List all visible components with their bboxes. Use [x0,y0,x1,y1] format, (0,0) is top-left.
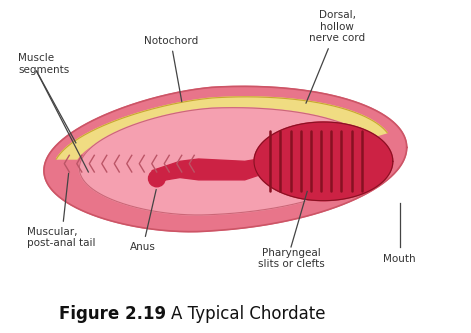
Polygon shape [152,159,259,184]
Text: A Typical Chordate: A Typical Chordate [171,305,325,323]
Polygon shape [79,108,377,215]
Text: Muscular,
post-anal tail: Muscular, post-anal tail [27,173,96,248]
Text: Mouth: Mouth [383,253,416,263]
Polygon shape [44,86,406,232]
Text: Pharyngeal
slits or clefts: Pharyngeal slits or clefts [258,248,325,269]
Text: Muscle
segments: Muscle segments [18,53,69,75]
Polygon shape [57,97,387,159]
Text: Figure 2.19: Figure 2.19 [59,305,166,323]
Text: Notochord: Notochord [144,36,198,102]
Circle shape [148,170,165,187]
Polygon shape [254,122,393,201]
Text: Dorsal,
hollow
nerve cord: Dorsal, hollow nerve cord [306,10,365,103]
Text: Anus: Anus [130,189,156,252]
